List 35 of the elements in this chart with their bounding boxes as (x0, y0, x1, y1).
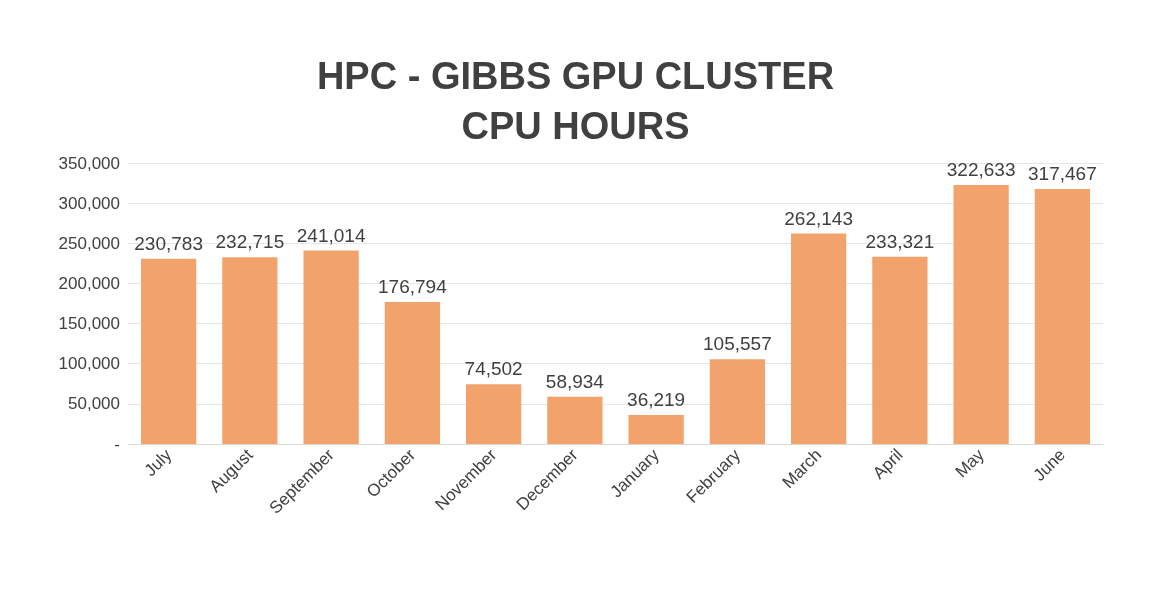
bar (953, 184, 1009, 444)
data-label: 262,143 (784, 207, 853, 229)
data-label: 58,934 (545, 370, 605, 392)
data-label: 230,783 (134, 232, 203, 254)
y-tick-label: 150,000 (58, 314, 120, 334)
data-label: 322,633 (946, 158, 1016, 180)
y-tick-label: 250,000 (58, 233, 120, 253)
bar (466, 384, 522, 444)
data-label: 233,321 (865, 230, 935, 252)
y-tick-label: 50,000 (68, 394, 120, 414)
data-label: 105,557 (703, 333, 772, 355)
data-label: 74,502 (464, 358, 523, 380)
data-label: 241,014 (296, 224, 366, 246)
bar (384, 302, 440, 444)
y-tick-label: 300,000 (58, 193, 120, 213)
x-tick-label: July (140, 444, 176, 481)
bar (141, 258, 197, 444)
x-tick-label: May (951, 444, 989, 482)
bar (628, 414, 684, 444)
y-tick-label: - (114, 434, 120, 454)
bar (547, 396, 603, 444)
bar (709, 359, 765, 444)
bar (791, 233, 847, 444)
bar (872, 256, 928, 444)
bar (303, 250, 359, 444)
bar (1034, 189, 1090, 444)
y-tick-label: 350,000 (58, 153, 120, 173)
data-label: 36,219 (627, 388, 686, 410)
data-label: 176,794 (378, 276, 448, 298)
y-tick-label: 200,000 (58, 273, 120, 293)
y-tick-label: 100,000 (58, 354, 120, 374)
data-label: 317,467 (1028, 163, 1097, 185)
data-label: 232,715 (215, 231, 285, 253)
chart-title: HPC - GIBBS GPU CLUSTER CPU HOURS (316, 55, 835, 147)
bar (222, 257, 278, 444)
